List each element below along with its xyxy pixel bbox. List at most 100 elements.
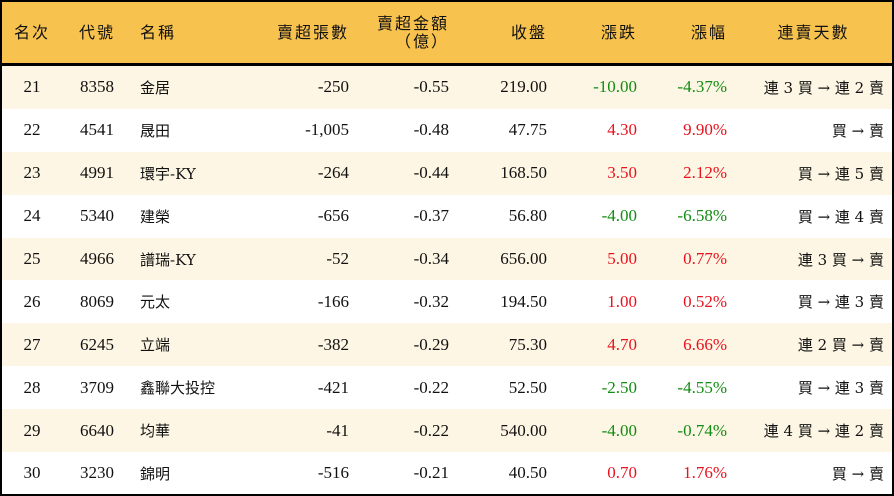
header-net-sell-amount: 賣超金額 （億）	[357, 2, 457, 66]
cell-pct: 1.76%	[683, 463, 727, 483]
cell-change: 4.30	[607, 120, 637, 140]
header-change-pct: 漲幅	[645, 2, 735, 66]
cell-amount: -0.44	[357, 151, 457, 195]
cell-streak: 買 → 賣	[831, 121, 884, 140]
header-name: 名稱	[132, 2, 247, 66]
cell-close: 540.00	[457, 409, 555, 453]
table-row: 28 3709 鑫聯大投控 -421 -0.22 52.50 -2.50 -4.55% 買 → …	[2, 366, 892, 409]
cell-amount: -0.37	[413, 206, 449, 226]
table-row: 30 3230 錦明 -516 -0.21 40.50 0.70 1.76% 買 → 賣	[2, 452, 892, 495]
cell-lots: -52	[247, 237, 357, 281]
table-header-row: 名次 代號 名稱 賣超張數 賣超金額 （億） 收盤 漲跌 漲幅 連賣天數	[2, 2, 892, 66]
cell-code: 8358	[62, 64, 132, 109]
cell-streak: 買 → 連 3 賣	[797, 379, 884, 398]
cell-code: 3709	[80, 377, 114, 397]
cell-streak: 買 → 連 4 賣	[797, 207, 884, 226]
cell-streak: 連 4 買 → 連 2 賣	[735, 409, 892, 453]
cell-streak: 買 → 連 3 賣	[797, 293, 884, 312]
cell-pct: -0.74%	[645, 409, 735, 453]
cell-rank: 24	[23, 206, 41, 226]
header-code: 代號	[62, 2, 132, 66]
header-net-sell-lots: 賣超張數	[247, 2, 357, 66]
cell-name: 譜瑞-KY	[132, 237, 247, 281]
cell-pct: -4.55%	[677, 377, 727, 397]
cell-rank: 27	[2, 323, 62, 367]
cell-close: 656.00	[457, 237, 555, 281]
cell-change: -10.00	[555, 64, 645, 109]
cell-change: 3.50	[555, 151, 645, 195]
cell-rank: 28	[23, 377, 41, 397]
cell-change: 5.00	[555, 237, 645, 281]
cell-pct: 0.77%	[645, 237, 735, 281]
cell-rank: 30	[23, 463, 41, 483]
cell-lots: -264	[247, 151, 357, 195]
cell-pct: 9.90%	[683, 120, 727, 140]
cell-lots: -1,005	[305, 120, 349, 140]
cell-amount: -0.32	[413, 291, 449, 311]
cell-lots: -656	[317, 206, 349, 226]
cell-name: 晟田	[140, 121, 171, 140]
cell-rank: 22	[23, 120, 41, 140]
cell-pct: 0.52%	[683, 291, 727, 311]
cell-amount: -0.55	[357, 64, 457, 109]
cell-lots: -421	[317, 377, 349, 397]
cell-amount: -0.22	[357, 409, 457, 453]
cell-name: 金居	[132, 64, 247, 109]
header-streak: 連賣天數	[735, 2, 892, 66]
header-unit: （億）	[394, 31, 449, 51]
cell-lots: -250	[247, 64, 357, 109]
cell-pct: -6.58%	[677, 206, 727, 226]
cell-code: 3230	[80, 463, 114, 483]
cell-close: 219.00	[457, 64, 555, 109]
table-row: 23 4991 環宇-KY -264 -0.44 168.50 3.50 2.12% 買 → 連…	[2, 151, 892, 195]
cell-amount: -0.21	[413, 463, 449, 483]
cell-name: 立端	[132, 323, 247, 367]
cell-name: 鑫聯大投控	[140, 379, 216, 398]
cell-change: 0.70	[607, 463, 637, 483]
header-close: 收盤	[457, 2, 555, 66]
cell-streak: 連 2 買 → 賣	[735, 323, 892, 367]
cell-close: 194.50	[500, 291, 547, 311]
cell-name: 元太	[140, 293, 171, 312]
cell-rank: 25	[2, 237, 62, 281]
cell-code: 8069	[80, 291, 114, 311]
cell-close: 47.75	[508, 120, 547, 140]
table-row: 21 8358 金居 -250 -0.55 219.00 -10.00 -4.37% 連 3 買…	[2, 64, 892, 109]
cell-code: 4541	[80, 120, 114, 140]
cell-lots: -382	[247, 323, 357, 367]
cell-close: 52.50	[508, 377, 547, 397]
cell-pct: 2.12%	[645, 151, 735, 195]
cell-change: 4.70	[555, 323, 645, 367]
cell-pct: -4.37%	[645, 64, 735, 109]
cell-code: 6640	[62, 409, 132, 453]
cell-streak: 連 3 買 → 連 2 賣	[735, 64, 892, 109]
cell-amount: -0.48	[413, 120, 449, 140]
header-rank: 名次	[2, 2, 62, 66]
cell-close: 56.80	[508, 206, 547, 226]
cell-code: 4991	[62, 151, 132, 195]
cell-close: 168.50	[457, 151, 555, 195]
cell-streak: 連 3 買 → 賣	[735, 237, 892, 281]
header-change: 漲跌	[555, 2, 645, 66]
cell-rank: 26	[23, 291, 41, 311]
cell-change: -2.50	[601, 377, 637, 397]
cell-change: -4.00	[601, 206, 637, 226]
cell-lots: -41	[247, 409, 357, 453]
cell-rank: 23	[2, 151, 62, 195]
cell-code: 5340	[80, 206, 114, 226]
cell-name: 建榮	[140, 207, 171, 226]
cell-amount: -0.29	[357, 323, 457, 367]
table-row: 27 6245 立端 -382 -0.29 75.30 4.70 6.66% 連 2 買 → 賣	[2, 323, 892, 367]
cell-close: 40.50	[508, 463, 547, 483]
cell-lots: -516	[317, 463, 349, 483]
cell-name: 環宇-KY	[132, 151, 247, 195]
cell-streak: 買 → 連 5 賣	[735, 151, 892, 195]
table-row: 26 8069 元太 -166 -0.32 194.50 1.00 0.52% 買 → 連 3 …	[2, 280, 892, 323]
cell-amount: -0.34	[357, 237, 457, 281]
cell-change: -4.00	[555, 409, 645, 453]
cell-pct: 6.66%	[645, 323, 735, 367]
cell-rank: 21	[2, 64, 62, 109]
cell-lots: -166	[317, 291, 349, 311]
